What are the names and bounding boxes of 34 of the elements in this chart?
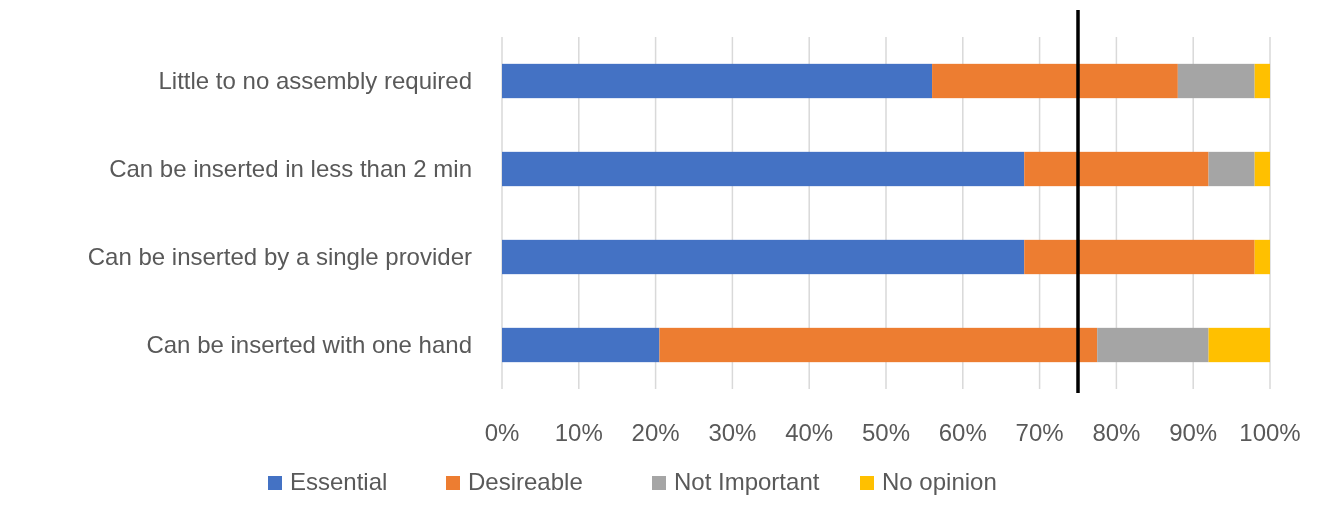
bar <box>1254 151 1270 187</box>
bar <box>659 327 1098 363</box>
bar <box>932 63 1178 99</box>
x-tick-label: 90% <box>1169 419 1218 446</box>
x-tick-label: 30% <box>708 419 757 446</box>
x-tick-label: 20% <box>631 419 680 446</box>
bar <box>1254 63 1270 99</box>
bar <box>1208 151 1255 187</box>
bar <box>1177 63 1255 99</box>
bar <box>1024 151 1209 187</box>
y-tick-label: Can be inserted with one hand <box>146 331 472 359</box>
y-tick-label: Can be inserted by a single provider <box>87 243 472 271</box>
x-tick-label: 50% <box>861 419 911 446</box>
x-tick-label: 60% <box>938 419 987 446</box>
y-tick-label: Can be inserted in less than 2 min <box>109 155 472 183</box>
y-tick-label: Little to no assembly required <box>158 67 472 95</box>
x-tick-label: 70% <box>1015 419 1064 446</box>
x-tick-label: 40% <box>785 419 834 446</box>
bar <box>502 63 933 99</box>
x-tick-label: 80% <box>1092 419 1141 446</box>
bar <box>1208 327 1270 363</box>
bar <box>502 151 1025 187</box>
legend-label: Desireable <box>468 468 583 495</box>
legend-label: No opinion <box>882 468 997 495</box>
x-tick-label: 10% <box>554 419 603 446</box>
bar <box>502 327 660 363</box>
bar <box>1024 239 1255 275</box>
bar <box>1097 327 1209 363</box>
x-tick-label: 0% <box>484 419 520 446</box>
legend-label: Not Important <box>674 468 820 495</box>
bar <box>1254 239 1270 275</box>
x-tick-label: 100% <box>1239 419 1301 446</box>
legend-label: Essential <box>290 468 388 495</box>
bar <box>502 239 1025 275</box>
